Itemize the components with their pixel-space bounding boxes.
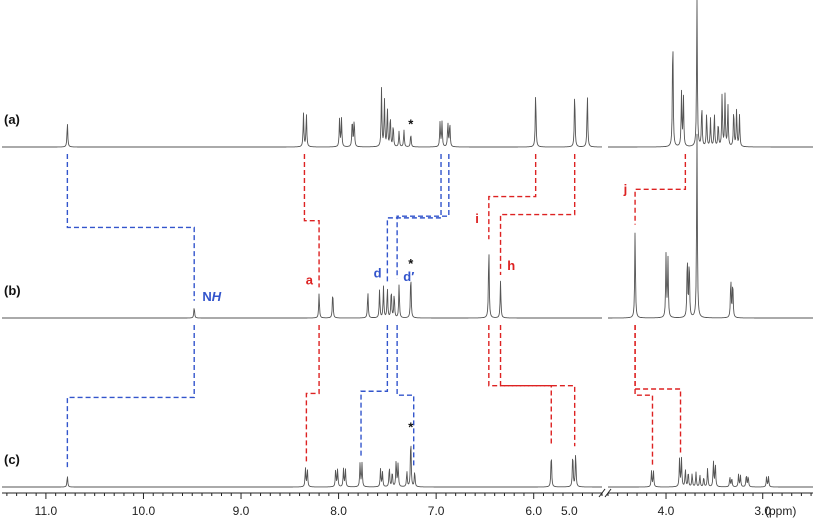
peak-label-4: d′	[403, 269, 414, 284]
connector-4	[305, 325, 320, 462]
connector-9	[488, 154, 537, 240]
connector-6	[396, 154, 450, 279]
panel-label-2: (b)	[4, 283, 21, 298]
x-axis: 11.0 10.0 9.0 8.0 7.0 6.0 5.0 4.0 3.0	[2, 488, 813, 518]
solvent-marker-2: *	[408, 256, 414, 271]
spectrum-trace-1-segment-2	[608, 0, 813, 148]
tick-label-7.0: 7.0	[428, 504, 445, 518]
panel-label-1: (a)	[4, 112, 20, 127]
label-layer: (a) * (b) * (c) * NH a d d′ i h j	[4, 112, 627, 467]
connector-3	[303, 154, 320, 288]
peak-label-7: j	[623, 182, 628, 197]
x-axis-unit-label: (ppm)	[765, 504, 796, 518]
spectrum-trace-2-segment-2	[608, 133, 813, 319]
trace-layer	[2, 0, 813, 488]
tick-label-4.0: 4.0	[658, 504, 675, 518]
tick-label-5.0: 5.0	[561, 504, 578, 518]
spectrum-trace-3-segment-2	[608, 456, 813, 488]
axis-break-mark-2	[604, 488, 612, 498]
connector-14	[634, 325, 654, 466]
peak-label-3: d	[374, 266, 382, 281]
axis-break-mark-1	[598, 488, 606, 498]
connector-13	[634, 154, 687, 225]
tick-label-3.0: 3.0	[754, 504, 771, 518]
peak-label-6: h	[507, 258, 515, 273]
solvent-marker-1: *	[408, 117, 414, 132]
tick-label-11.0: 11.0	[35, 504, 58, 518]
connector-2	[66, 325, 195, 470]
tick-label-10.0: 10.0	[132, 504, 156, 518]
connector-7	[360, 325, 389, 458]
tick-label-9.0: 9.0	[233, 504, 250, 518]
spectrum-trace-2-segment-1	[2, 254, 602, 319]
connector-layer	[66, 154, 687, 470]
connector-12	[499, 325, 576, 447]
connector-8	[396, 325, 415, 466]
tick-label-8.0: 8.0	[330, 504, 347, 518]
panel-label-3: (c)	[4, 452, 20, 467]
connector-15	[634, 325, 682, 453]
connector-10	[499, 154, 576, 276]
peak-label-2: a	[306, 272, 314, 287]
spectrum-trace-1-segment-1	[2, 86, 602, 148]
tick-label-6.0: 6.0	[525, 504, 542, 518]
peak-label-1: NH	[202, 289, 221, 304]
peak-label-5: i	[475, 211, 479, 226]
spectrum-trace-3-segment-1	[2, 445, 602, 488]
connector-5	[386, 154, 442, 282]
solvent-marker-3: *	[408, 420, 414, 435]
connector-1	[66, 154, 195, 301]
